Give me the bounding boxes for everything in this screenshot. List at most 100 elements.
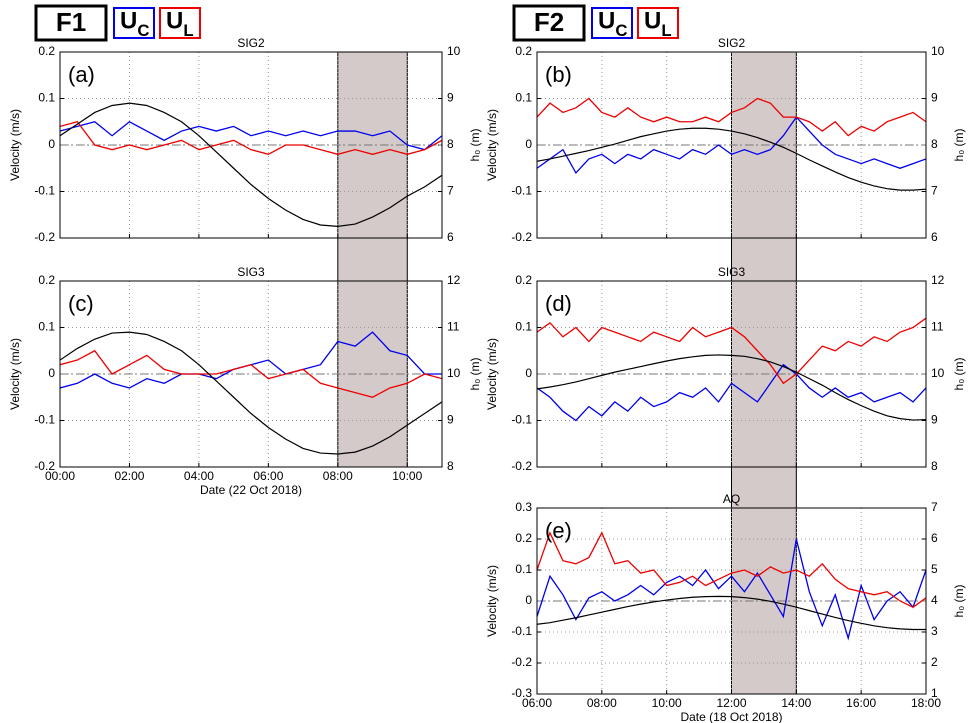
figure-label: F2 <box>534 7 564 37</box>
y2-tick-label: 7 <box>931 500 938 514</box>
y2-tick-label: 10 <box>447 366 461 380</box>
y2-tick-label: 8 <box>931 459 938 473</box>
y2-tick-label: 7 <box>931 184 938 198</box>
y2-tick-label: 10 <box>931 44 945 58</box>
y-tick-label: -0.2 <box>34 459 55 473</box>
y2-axis-label: h₀ (m) <box>952 129 966 162</box>
velocity-line <box>537 538 926 641</box>
panel-title: SIG2 <box>237 36 265 50</box>
y-tick-label: 0 <box>48 137 55 151</box>
y2-tick-label: 7 <box>447 184 454 198</box>
y2-tick-label: 8 <box>447 137 454 151</box>
y2-tick-label: 12 <box>931 273 945 287</box>
x-tick-label: 08:00 <box>587 696 617 710</box>
plot-frame <box>59 280 443 468</box>
y-tick-label: -0.1 <box>511 413 532 427</box>
velocity-line <box>60 120 442 151</box>
velocity-line <box>537 363 926 422</box>
x-tick-label: 08:00 <box>323 469 353 483</box>
depth-line <box>537 354 926 421</box>
y2-tick-label: 12 <box>447 273 461 287</box>
plot-frame <box>59 51 443 239</box>
panel-title: SIG3 <box>718 265 746 279</box>
y-tick-label: -0.1 <box>34 413 55 427</box>
panel-label: (d) <box>545 291 572 316</box>
y2-tick-label: 2 <box>931 655 938 669</box>
y-tick-label: 0.2 <box>515 44 532 58</box>
y2-tick-label: 4 <box>931 593 938 607</box>
velocity-line <box>537 97 926 137</box>
y2-axis-label: h₀ (m) <box>468 129 482 162</box>
y-axis-label: Velocity (m/s) <box>8 338 22 410</box>
y-tick-label: -0.3 <box>511 686 532 700</box>
x-tick-label: 12:00 <box>716 696 746 710</box>
label-box <box>512 4 586 42</box>
x-tick-label: 10:00 <box>392 469 422 483</box>
legend-box <box>591 7 633 39</box>
y2-tick-label: 9 <box>447 91 454 105</box>
x-axis-label: Date (22 Oct 2018) <box>200 483 302 497</box>
y2-tick-label: 11 <box>931 320 944 334</box>
x-tick-label: 14:00 <box>781 696 811 710</box>
y2-tick-label: 6 <box>931 230 938 244</box>
depth-line <box>60 102 442 227</box>
velocity-line <box>60 121 442 155</box>
velocity-line <box>537 116 926 174</box>
y2-tick-label: 5 <box>931 562 938 576</box>
y-tick-label: 0 <box>525 137 532 151</box>
y-tick-label: -0.2 <box>34 230 55 244</box>
y-tick-label: -0.1 <box>511 624 532 638</box>
y2-tick-label: 8 <box>447 459 454 473</box>
x-tick-label: 10:00 <box>652 696 682 710</box>
legend-box <box>159 7 201 39</box>
plot-frame <box>536 280 927 468</box>
y-axis-label: Velocity (m/s) <box>485 109 499 181</box>
velocity-line <box>537 531 926 608</box>
legend-box <box>637 7 679 39</box>
y-tick-label: 0.3 <box>515 500 532 514</box>
y2-tick-label: 9 <box>931 413 938 427</box>
y2-tick-label: 1 <box>931 686 938 700</box>
y-tick-label: 0.2 <box>38 44 55 58</box>
y-tick-label: 0.2 <box>515 273 532 287</box>
panel-title: SIG2 <box>718 36 746 50</box>
y2-axis-label: h₀ (m) <box>952 585 966 618</box>
y-tick-label: 0.2 <box>515 531 532 545</box>
panel-title: SIG3 <box>237 265 265 279</box>
panel-title: AQ <box>723 492 740 506</box>
x-tick-label: 16:00 <box>846 696 876 710</box>
y2-axis-label: h₀ (m) <box>952 358 966 391</box>
x-tick-label: 06:00 <box>253 469 283 483</box>
y2-tick-label: 6 <box>931 531 938 545</box>
y2-tick-label: 6 <box>447 230 454 244</box>
y2-tick-label: 10 <box>447 44 461 58</box>
plot-frame <box>536 507 927 695</box>
x-tick-label: 04:00 <box>184 469 214 483</box>
x-axis-label: Date (18 Oct 2018) <box>680 710 782 723</box>
y-tick-label: -0.2 <box>511 230 532 244</box>
panel-label: (c) <box>68 291 94 316</box>
y-tick-label: -0.2 <box>511 655 532 669</box>
y-tick-label: -0.1 <box>34 184 55 198</box>
x-tick-label: 02:00 <box>114 469 144 483</box>
y2-tick-label: 3 <box>931 624 938 638</box>
y-tick-label: 0.1 <box>515 320 532 334</box>
y-tick-label: -0.2 <box>511 459 532 473</box>
panel-label: (b) <box>545 62 572 87</box>
shaded-span <box>337 52 408 281</box>
y-tick-label: 0 <box>48 366 55 380</box>
velocity-line <box>537 317 926 385</box>
figure-label: F1 <box>56 7 86 37</box>
depth-line <box>537 127 926 191</box>
y-tick-label: 0.1 <box>515 91 532 105</box>
plot-frame <box>536 51 927 239</box>
depth-line <box>60 331 442 455</box>
panel-label: (a) <box>68 62 95 87</box>
y-tick-label: 0 <box>525 593 532 607</box>
panel-label: (e) <box>545 518 572 543</box>
y-tick-label: 0.1 <box>38 320 55 334</box>
y-tick-label: -0.1 <box>511 184 532 198</box>
depth-line <box>537 595 926 631</box>
y2-axis-label: h₀ (m) <box>468 358 482 391</box>
